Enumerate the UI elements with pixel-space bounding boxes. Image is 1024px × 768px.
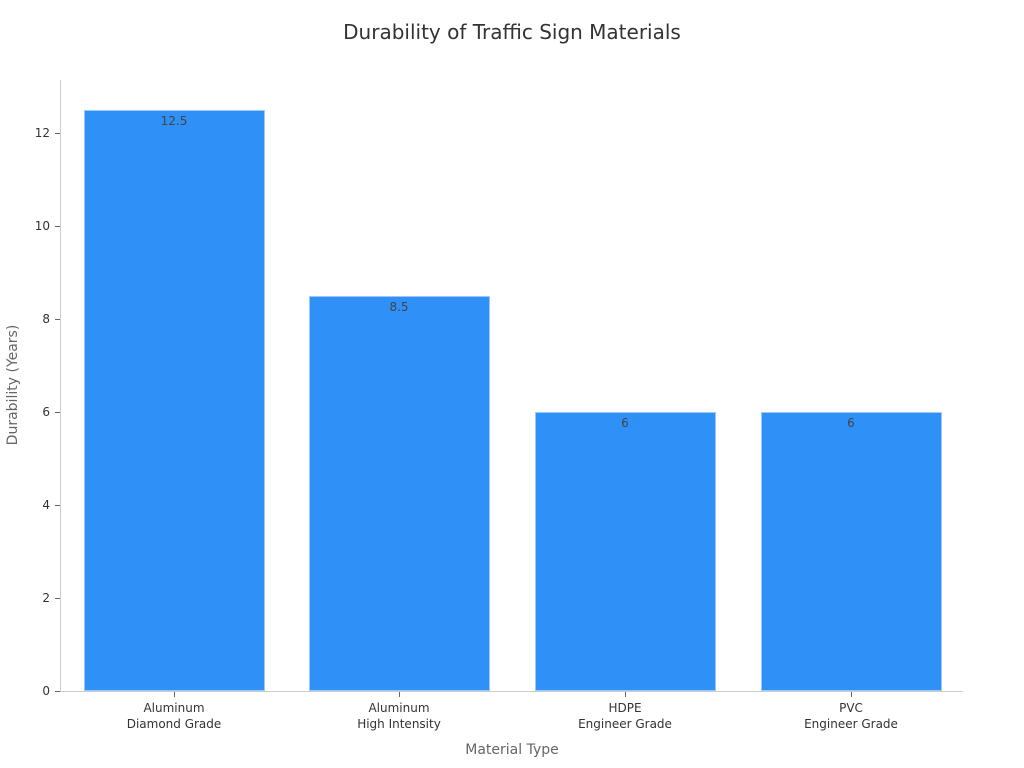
bar: 12.5 [83, 109, 265, 691]
x-tick-label: High Intensity [357, 717, 441, 731]
y-tick: 12 [0, 126, 62, 140]
y-tick: 0 [0, 684, 62, 698]
x-tick-mark [850, 692, 852, 697]
y-tick: 4 [0, 498, 62, 512]
y-tick-mark [55, 226, 60, 227]
x-tick: PVC Engineer Grade [761, 692, 941, 732]
y-tick-mark [55, 691, 60, 692]
y-tick-label: 10 [34, 219, 50, 233]
y-tick-label: 12 [34, 126, 50, 140]
y-tick: 8 [0, 312, 62, 326]
x-tick: Aluminum Diamond Grade [84, 692, 264, 732]
x-tick-label: Aluminum [143, 701, 205, 715]
x-tick-label: Engineer Grade [578, 717, 672, 731]
y-tick-mark [55, 598, 60, 599]
bar: 6 [760, 412, 942, 691]
bar-value-label: 12.5 [160, 113, 188, 128]
bar-value-label: 6 [847, 416, 855, 430]
y-tick: 2 [0, 591, 62, 605]
y-axis-line [60, 80, 61, 692]
y-tick-mark [55, 133, 60, 134]
x-tick-label: PVC [839, 701, 863, 715]
y-tick: 10 [0, 219, 62, 233]
x-tick: HDPE Engineer Grade [535, 692, 715, 732]
y-tick-label: 6 [42, 405, 50, 419]
y-tick: 6 [0, 405, 62, 419]
y-tick-label: 8 [42, 312, 50, 326]
bar-value-label: 6 [621, 416, 629, 430]
x-tick: Aluminum High Intensity [309, 692, 489, 732]
x-tick-label: HDPE [608, 701, 642, 715]
y-axis-label: Durability (Years) [5, 324, 21, 446]
bar-value-label: 8.5 [389, 299, 409, 314]
x-tick-mark [624, 692, 626, 697]
x-tick-label: Aluminum [368, 701, 430, 715]
y-tick-label: 4 [42, 498, 50, 512]
y-tick-mark [55, 505, 60, 506]
x-tick-label: Engineer Grade [804, 717, 898, 731]
x-tick-mark [173, 692, 175, 697]
bar: 6 [534, 412, 716, 691]
y-tick-label: 0 [42, 684, 50, 698]
y-tick-mark [55, 319, 60, 320]
x-tick-label: Diamond Grade [126, 717, 222, 731]
bar: 8.5 [308, 295, 490, 691]
x-axis-label: Material Type [465, 742, 559, 758]
chart-title: Durability of Traffic Sign Materials [343, 20, 681, 44]
x-tick-mark [398, 692, 400, 697]
y-tick-label: 2 [42, 591, 50, 605]
y-tick-mark [55, 412, 60, 413]
x-axis-line [60, 691, 963, 692]
